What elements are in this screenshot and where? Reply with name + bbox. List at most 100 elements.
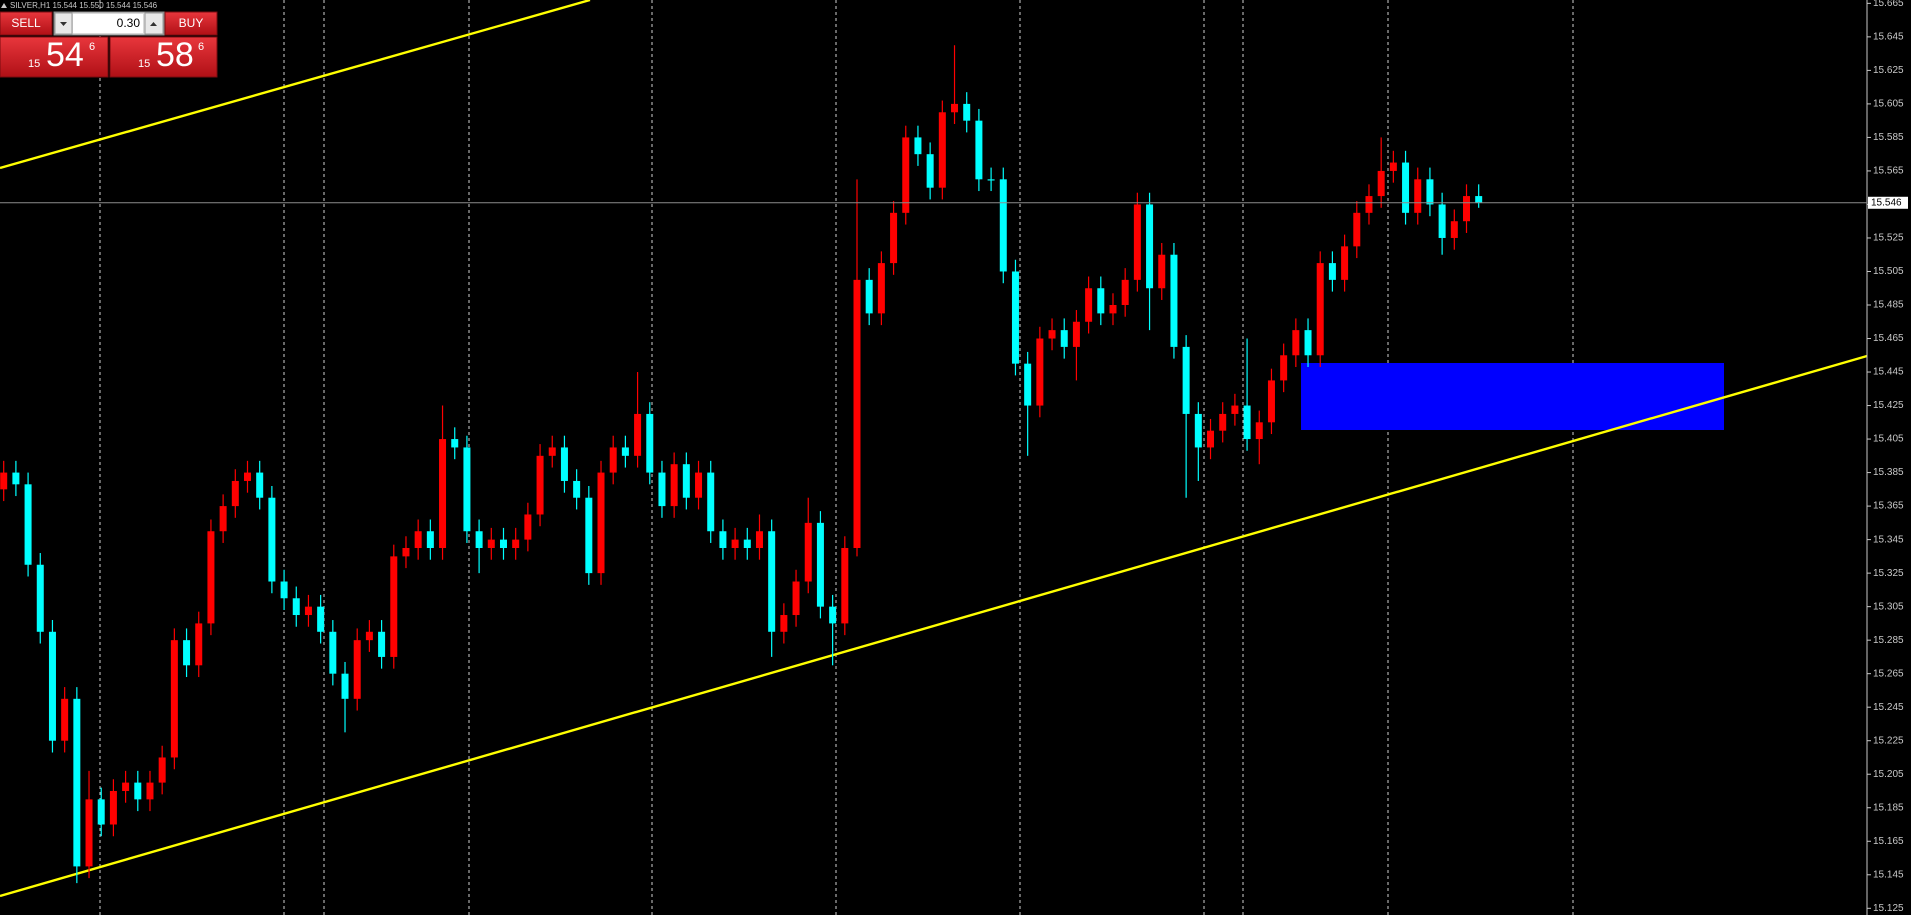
candle-body (743, 539, 751, 548)
candle-body (183, 640, 191, 666)
candle-body (951, 103, 959, 113)
candle-body (1121, 279, 1129, 305)
candle-body (780, 615, 788, 632)
candle-body (451, 439, 459, 448)
candle-body (341, 673, 349, 699)
candle-body (317, 606, 325, 632)
trend-line (0, 0, 591, 170)
buy-label: BUY (179, 16, 204, 30)
sell-button[interactable] (0, 11, 53, 36)
candle-body (134, 782, 142, 800)
candle-body (865, 279, 873, 314)
candle-body (670, 464, 678, 507)
candle-body (536, 455, 544, 515)
y-tick-label: 15.145 (1873, 869, 1904, 880)
candle-body (707, 472, 715, 532)
candle-body (1353, 212, 1361, 247)
candle-body (414, 531, 422, 548)
symbol-info: SILVER,H1 15.544 15.550 15.544 15.546 (10, 1, 158, 10)
candle-body (207, 531, 215, 624)
candle-body (1109, 305, 1117, 314)
candle-body (195, 623, 203, 666)
candle-body (816, 522, 824, 607)
y-tick-label: 15.325 (1873, 568, 1904, 579)
trade-panel: SELL 0.30 BUY 15 54 6 15 58 6 (0, 11, 218, 78)
y-tick-label: 15.405 (1873, 434, 1904, 445)
current-price-label: 15.546 (1871, 197, 1902, 208)
candle-body (938, 112, 946, 188)
candle-body (609, 447, 617, 473)
candle-body (146, 782, 154, 800)
candle-body (48, 631, 56, 741)
ask-main: 58 (156, 36, 194, 74)
candle-body (658, 472, 666, 507)
candle-body (170, 640, 178, 758)
candle-body (1158, 254, 1166, 289)
candle-body (634, 413, 642, 456)
candle-body (353, 640, 361, 699)
candle-body (0, 472, 8, 490)
volume-input[interactable] (73, 14, 143, 33)
toolbar: SILVER,H1 15.544 15.550 15.544 15.546 (1, 1, 158, 10)
candle-body (402, 547, 410, 557)
candle-body (902, 137, 910, 213)
candle-body (426, 531, 434, 548)
y-tick-label: 15.365 (1873, 501, 1904, 512)
up-arrow (150, 22, 157, 26)
candle-body (122, 782, 130, 791)
candle-body (1170, 254, 1178, 347)
candle-body (12, 472, 20, 485)
candles (0, 45, 1483, 884)
candle-body (109, 790, 117, 825)
y-tick-label: 15.165 (1873, 836, 1904, 847)
candle-body (1182, 346, 1190, 414)
candle-body (1036, 338, 1044, 406)
candle-body (1389, 162, 1397, 171)
y-tick-label: 15.385 (1873, 467, 1904, 478)
candle-body (731, 539, 739, 548)
candle-body (487, 539, 495, 548)
candle-body (1072, 321, 1080, 347)
ask-price-box[interactable] (109, 36, 218, 78)
down-arrow (60, 22, 67, 26)
candle-body (963, 103, 971, 121)
y-tick-label: 15.125 (1873, 903, 1904, 914)
y-tick-label: 15.285 (1873, 635, 1904, 646)
y-tick-label: 15.305 (1873, 601, 1904, 612)
y-tick-label: 15.425 (1873, 400, 1904, 411)
candle-body (1463, 196, 1470, 222)
toolbar-icon (1, 3, 7, 8)
candle-body (1048, 330, 1056, 339)
y-tick-label: 15.505 (1873, 266, 1904, 277)
candle-body (597, 472, 605, 574)
y-tick-label: 15.225 (1873, 735, 1904, 746)
y-tick-label: 15.345 (1873, 534, 1904, 545)
candle-body (1243, 405, 1251, 440)
candle-body (829, 606, 837, 624)
candle-body (1438, 204, 1446, 238)
candle-body (244, 472, 251, 481)
candle-body (548, 447, 556, 456)
candle-body (1414, 179, 1422, 213)
candle-body (792, 581, 800, 616)
zone-rectangle (1301, 363, 1724, 430)
y-tick-label: 15.245 (1873, 702, 1904, 713)
candle-body (280, 581, 288, 599)
candle-body (1304, 330, 1312, 356)
candle-body (1292, 330, 1300, 356)
y-tick-label: 15.645 (1873, 32, 1904, 43)
bid-price-box[interactable] (0, 36, 109, 78)
candle-body (292, 598, 300, 616)
candle-body (914, 137, 922, 155)
candle-body (268, 497, 276, 582)
candle-body (24, 484, 32, 565)
candle-body (365, 631, 373, 641)
y-tick-label: 15.265 (1873, 668, 1904, 679)
candle-body (1377, 170, 1385, 197)
candle-body (85, 799, 93, 867)
candle-body (512, 539, 520, 548)
candle-body (1475, 196, 1483, 203)
buy-button[interactable] (164, 11, 218, 36)
